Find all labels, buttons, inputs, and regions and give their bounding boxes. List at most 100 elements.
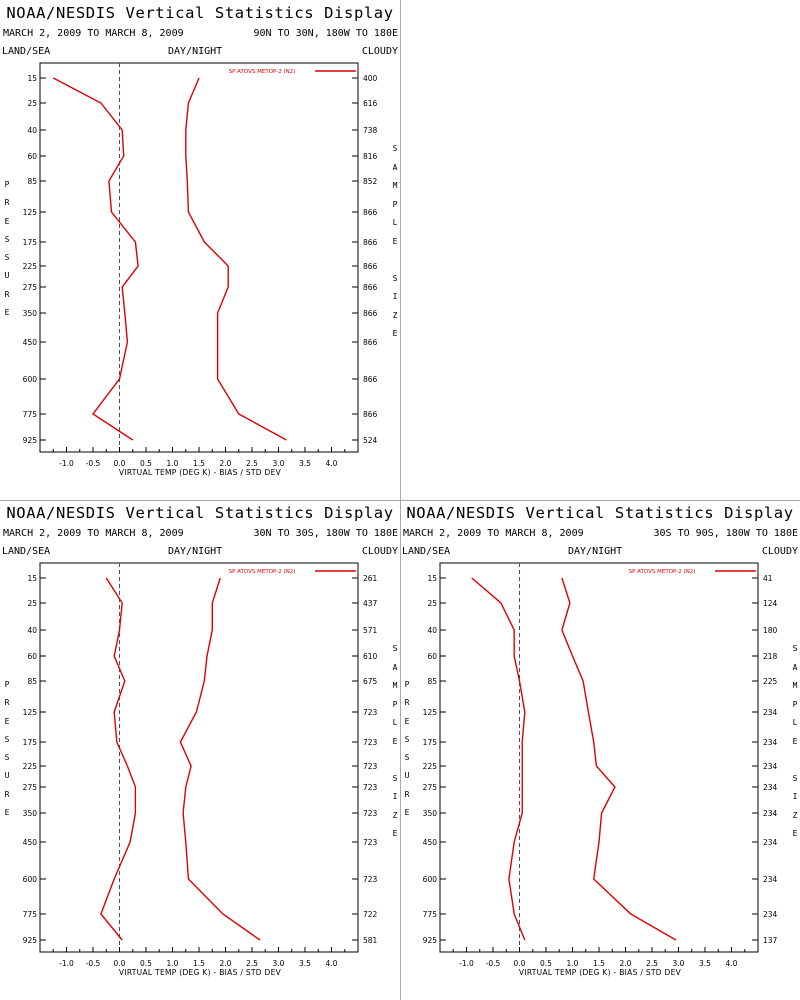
x-tick-label: -0.5 [486,959,501,968]
sample-size-label: 723 [363,783,378,792]
x-tick-label: 3.5 [299,959,311,968]
vertical-profile-chart: 15 41 25 124 40 180 60 218 85 225 125 234 175 234 225 2… [423,562,778,977]
sample-size-label: 218 [763,652,778,661]
pressure-tick-label: 175 [23,238,38,247]
x-tick-label: 1.0 [167,959,179,968]
x-tick-label: -1.0 [59,959,74,968]
pressure-tick-label: 175 [423,738,438,747]
pressure-tick-label: 25 [27,99,37,108]
sample-size-label: 571 [363,626,378,635]
sample-size-label: 722 [363,910,378,919]
panel-divider-horizontal [0,500,800,501]
pressure-tick-label: 85 [27,677,37,686]
sample-size-label: 180 [763,626,778,635]
x-axis-title: VIRTUAL TEMP (DEG K) - BIAS / STD DEV [519,968,682,977]
x-tick-label: 2.5 [246,459,258,468]
vertical-profile-chart: 15 400 25 616 40 738 60 816 85 852 125 866 175 866 225… [23,62,378,477]
region-label: 90N TO 30N, 180W TO 180E [253,28,399,39]
sample-size-label: 41 [763,574,773,583]
x-tick-label: 0.0 [514,959,526,968]
sample-size-label: 616 [363,99,378,108]
pressure-tick-label: 275 [423,783,438,792]
pressure-tick-label: 600 [23,375,38,384]
region-label: 30S TO 90S, 180W TO 180E [653,528,799,539]
stats-panel-0: NOAA/NESDIS Vertical Statistics Display … [0,0,400,500]
stats-panel-1: NOAA/NESDIS Vertical Statistics Display … [0,500,400,1000]
std-dev-profile-line [561,577,677,941]
sample-size-label: 866 [363,338,378,347]
pressure-tick-label: 60 [27,652,37,661]
pressure-tick-label: 225 [423,762,438,771]
pressure-tick-label: 25 [27,599,37,608]
bias-profile-line [52,77,139,441]
sample-size-label: 234 [763,762,778,771]
pressure-tick-label: 775 [23,910,38,919]
sample-size-label: 723 [363,738,378,747]
x-tick-label: -1.0 [459,959,474,968]
pressure-tick-label: 60 [27,152,37,161]
x-tick-label: 3.0 [273,459,285,468]
pressure-tick-label: 125 [23,208,38,217]
pressure-tick-label: 450 [423,838,438,847]
sample-size-label: 816 [363,152,378,161]
date-range: MARCH 2, 2009 TO MARCH 8, 2009 [403,528,584,539]
pressure-tick-label: 40 [27,126,37,135]
sample-size-label: 234 [763,809,778,818]
pressure-tick-label: 125 [423,708,438,717]
x-tick-label: 4.0 [326,959,338,968]
day-night-label: DAY/NIGHT [568,546,623,557]
sample-size-label: 675 [363,677,378,686]
sample-size-label: 866 [363,238,378,247]
std-dev-profile-line [179,577,261,941]
sample-size-label: 261 [363,574,378,583]
sample-size-label: 437 [363,599,378,608]
land-sea-label: LAND/SEA [402,546,451,557]
sample-size-label: 124 [763,599,778,608]
region-label: 30N TO 30S, 180W TO 180E [253,528,399,539]
sample-size-label: 234 [763,783,778,792]
pressure-tick-label: 775 [423,910,438,919]
plot-frame [39,62,359,453]
x-tick-label: 1.0 [567,959,579,968]
x-tick-label: 2.5 [646,959,658,968]
land-sea-label: LAND/SEA [2,46,51,57]
pressure-tick-label: 175 [23,738,38,747]
x-tick-label: -0.5 [86,459,101,468]
x-tick-label: 2.5 [246,959,258,968]
pressure-tick-label: 85 [427,677,437,686]
x-tick-label: 3.0 [273,959,285,968]
x-tick-label: 2.0 [620,959,632,968]
sample-size-label: 738 [363,126,378,135]
plot-frame [39,562,359,953]
pressure-tick-label: 450 [23,338,38,347]
x-tick-label: 0.0 [114,459,126,468]
x-tick-label: 0.0 [114,959,126,968]
vertical-profile-chart: 15 261 25 437 40 571 60 610 85 675 125 723 175 723 225… [23,562,378,977]
land-sea-label: LAND/SEA [2,546,51,557]
pressure-tick-label: 225 [23,762,38,771]
pressure-tick-label: 350 [23,309,38,318]
sample-size-label: 866 [363,208,378,217]
empty-panel [400,0,800,500]
x-tick-label: 1.5 [193,959,205,968]
x-tick-label: 0.5 [540,959,552,968]
pressure-tick-label: 775 [23,410,38,419]
x-tick-label: -1.0 [59,459,74,468]
pressure-tick-label: 925 [23,936,38,945]
x-axis-title: VIRTUAL TEMP (DEG K) - BIAS / STD DEV [119,968,282,977]
sample-size-label: 137 [763,936,778,945]
x-tick-label: 0.5 [140,959,152,968]
x-tick-label: 3.0 [673,959,685,968]
sample-size-label: 852 [363,177,378,186]
sample-size-label: 400 [363,74,378,83]
cloudy-label: CLOUDY [361,46,398,57]
pressure-tick-label: 600 [423,875,438,884]
sample-size-label: 866 [363,309,378,318]
x-tick-label: 1.5 [593,959,605,968]
pressure-tick-label: 15 [27,574,37,583]
